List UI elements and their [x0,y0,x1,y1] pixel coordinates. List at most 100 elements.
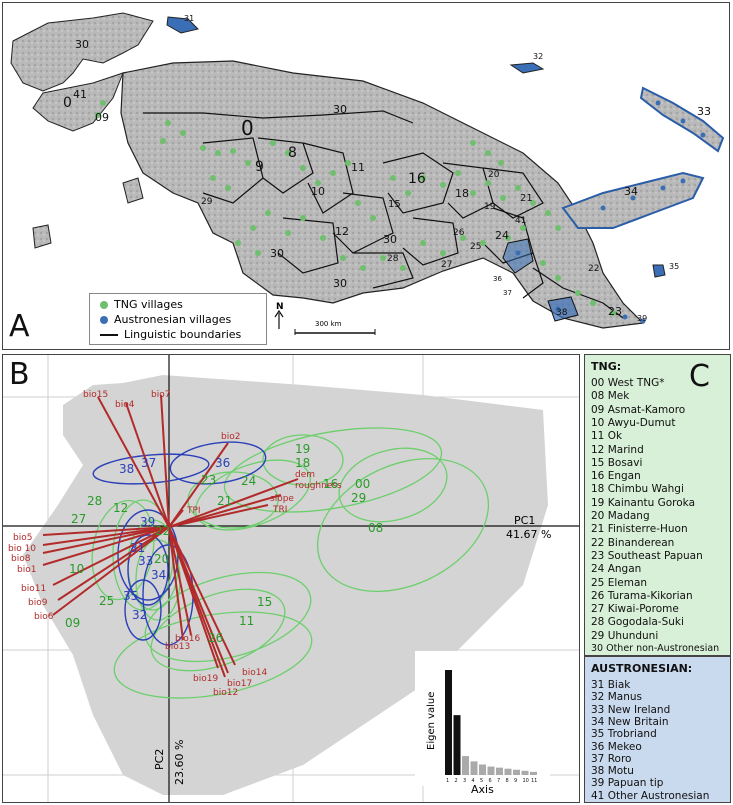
pc2-label: PC2 [153,749,166,770]
legend-boundaries: Linguistic boundaries [100,328,241,341]
group-label: 11 [239,614,254,628]
tng-list-item: 20 Madang [591,510,650,522]
tng-list-item: 21 Finisterre-Huon [591,523,688,536]
map-label: 31 [184,14,194,23]
austronesian-list-item: 41 Other Austronesian [591,789,710,802]
group-label: 23 [201,473,216,487]
map-label: 11 [351,161,365,174]
map-label: 41 [73,88,87,101]
map-label: 35 [669,262,679,271]
map-label: 37 [503,289,512,297]
austronesian-list-item: 31 Biak [591,679,631,691]
eigenvalue-bar [521,770,529,775]
group-label: 36 [215,456,230,470]
austronesian-dot-icon [100,315,108,324]
map-label: 16 [408,171,426,187]
map-label: 12 [335,225,349,238]
pc1-label: PC1 [514,514,535,527]
tng-list-item: 19 Kainantu Goroka [591,496,696,509]
eigenvalue-bar [530,771,537,775]
vector-label: slope [270,494,294,504]
group-label: 33 [138,554,153,568]
inset-tick-label: 2 [455,778,458,784]
group-label: 28 [87,494,102,508]
landmass-new-guinea [120,60,645,329]
map-label: 24 [495,229,509,242]
map-region-labels: 30 31 0 41 09 30 0 9 8 11 16 18 19 20 21… [63,14,711,323]
group-label: 24 [241,474,256,488]
group-label: 32 [132,608,147,622]
map-label: 18 [455,187,469,200]
map-label: 30 [270,247,284,260]
map-label: 41 [515,216,526,226]
group-label: 22 [155,524,170,538]
inset-tick-label: 10 [523,778,529,784]
panel-b-pca: PC1 41.67 % PC2 23.60 % [2,354,580,803]
austronesian-list-item: 36 Mekeo [591,740,642,753]
inset-tick-label: 1 [446,778,449,784]
tng-dot-icon [100,300,108,309]
group-label: 38 [119,462,134,476]
group-label: 20 [154,552,169,566]
map-label: 0 [241,116,254,140]
vector-label: bio8 [11,554,31,564]
group-label: 25 [99,594,114,608]
tng-list-item: 11 Ok [591,430,623,443]
tng-list-item: 22 Binanderean [591,536,675,549]
tng-list-item: 27 Kiwai-Porome [591,603,679,616]
map-label: 38 [556,308,568,318]
group-label: 37 [141,456,156,470]
tng-list-item: 16 Engan [591,470,641,483]
eigenvalue-bar [513,769,520,775]
vector-label: TRI [272,505,287,515]
panel-a-map: 30 31 0 41 09 30 0 9 8 11 16 18 19 20 21… [2,2,730,350]
group-label: 08 [368,521,383,535]
vector-label: roughness [295,481,342,491]
group-label: 26 [208,631,223,645]
eigenvalue-bar [479,764,486,775]
group-label: 29 [351,491,366,505]
vector-label: bio2 [221,432,240,442]
tng-list-item: 08 Mek [591,390,630,403]
pca-svg: PC1 41.67 % PC2 23.60 % [3,355,579,802]
eigenvalue-bar [487,766,495,775]
inset-tick-label: 4 [472,778,475,784]
panel-c-tng: TNG: C 00 West TNG* 08 Mek 09 Asmat-Kamoro… [584,354,731,656]
tng-list-item: 26 Turama-Kikorian [591,589,693,602]
inset-tick-label: 6 [489,778,492,784]
boundary-line-icon [100,333,118,336]
map-label: 34 [624,185,638,198]
inset-tick-label: 11 [531,778,537,784]
austronesian-list-item: 34 New Britain [591,715,669,728]
map-label: 15 [388,199,401,210]
vector-label: bio16 [175,634,200,644]
eigenvalue-inset: 1 2 3 4 5 6 7 8 9 10 11 Eigen value Axis [415,651,550,796]
vector-label: TPI [186,506,201,516]
vector-label: dem [295,470,315,480]
legend-austronesian-label: Austronesian villages [114,313,232,326]
tng-village-dots [95,100,616,316]
tng-list-item: 25 Eleman [591,576,648,589]
vector-label: bio17 [227,679,252,689]
map-label: 30 [333,103,347,116]
austronesian-list-item: 37 Roro [591,752,632,765]
group-label: 00 [355,477,370,491]
vector-label: bio7 [151,390,170,400]
eigenvalue-bar [445,670,452,775]
tng-list-item: 10 Awyu-Dumut [591,416,676,429]
inset-xlabel: Axis [471,783,494,796]
inset-tick-label: 7 [497,778,500,784]
group-label: 31 [130,541,145,555]
map-label: 36 [493,275,502,283]
north-arrow: N [274,302,284,329]
map-legend: TNG villages Austronesian villages Lingu… [89,293,267,345]
tng-list-item: 15 Bosavi [591,456,643,469]
austronesian-list-item: 39 Papuan tip [591,777,664,790]
group-label: 21 [217,494,232,508]
group-label: 34 [151,568,166,582]
pca-vectors [42,394,299,678]
eigenvalue-bar [504,768,512,775]
legend-tng-label: TNG villages [114,298,183,311]
vector-labels: bio15 bio4 bio7 bio2 dem roughness slope… [8,390,342,698]
group-label: 27 [71,512,86,526]
